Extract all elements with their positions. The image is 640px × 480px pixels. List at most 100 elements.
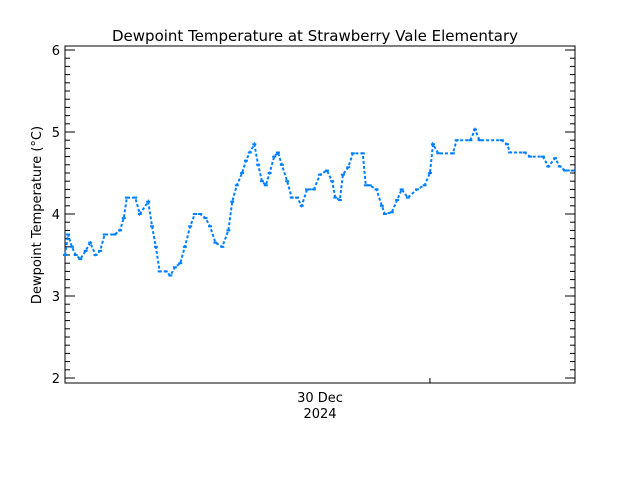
data-point <box>414 188 419 191</box>
data-point <box>337 199 342 202</box>
data-point <box>66 233 71 236</box>
data-point <box>220 245 225 248</box>
data-point <box>247 151 252 154</box>
data-point <box>208 225 213 228</box>
data-point <box>557 165 562 168</box>
data-point <box>382 213 387 215</box>
data-point <box>477 139 482 142</box>
data-point <box>350 152 355 155</box>
data-point <box>422 184 427 187</box>
data-point <box>117 229 122 232</box>
data-point <box>137 213 142 215</box>
data-point <box>226 229 231 232</box>
data-point <box>333 196 338 199</box>
data-point <box>146 200 151 203</box>
data-point <box>505 143 510 146</box>
data-point <box>157 270 162 273</box>
y-tick-label: 4 <box>52 208 60 223</box>
data-point <box>299 204 304 207</box>
data-point <box>285 180 290 183</box>
data-point <box>367 184 372 187</box>
data-point <box>213 241 218 244</box>
data-point <box>379 204 384 207</box>
data-point <box>330 180 335 183</box>
data-point <box>153 245 158 248</box>
data-point <box>340 173 345 176</box>
data-point <box>450 152 455 155</box>
data-point <box>553 157 558 160</box>
data-point <box>295 196 300 199</box>
data-point <box>389 211 394 214</box>
data-point <box>168 274 173 277</box>
data-point <box>78 258 83 261</box>
data-point <box>133 196 138 199</box>
data-point <box>305 188 310 191</box>
y-axis-ticks: 2 3 4 5 6 <box>52 44 575 387</box>
data-point <box>454 139 459 142</box>
data-point <box>259 180 264 183</box>
data-point <box>311 188 316 191</box>
data-point <box>499 139 504 142</box>
data-point <box>289 196 294 199</box>
data-point <box>374 188 379 191</box>
data-point <box>69 245 74 248</box>
data-point <box>279 163 284 166</box>
data-point <box>163 270 168 273</box>
data-point <box>98 249 103 252</box>
data-point <box>124 196 129 199</box>
data-point <box>178 262 183 265</box>
data-point <box>88 241 93 244</box>
data-point <box>252 143 257 146</box>
series-dewpoint <box>63 127 575 278</box>
y-tick-label: 3 <box>52 290 60 305</box>
series-line <box>64 127 573 278</box>
data-point <box>546 165 551 168</box>
data-point <box>363 184 368 187</box>
data-point <box>522 151 527 154</box>
data-point <box>472 128 477 131</box>
data-point <box>267 172 272 174</box>
data-point <box>93 254 98 256</box>
data-point <box>276 151 281 154</box>
data-point <box>395 199 400 202</box>
data-point <box>102 233 107 236</box>
data-point <box>263 184 268 187</box>
data-point <box>427 172 432 174</box>
data-point <box>540 155 545 158</box>
y-tick-label: 2 <box>52 372 60 387</box>
y-tick-label: 6 <box>52 44 60 59</box>
data-point <box>405 196 410 199</box>
data-point <box>243 159 248 162</box>
data-point <box>360 152 365 155</box>
data-point <box>527 155 532 158</box>
data-point <box>63 254 67 256</box>
data-point <box>346 166 351 169</box>
data-point <box>318 173 322 176</box>
data-point <box>172 266 177 269</box>
data-point <box>430 143 435 146</box>
data-point <box>324 169 329 172</box>
data-point <box>198 213 203 215</box>
data-point <box>508 151 513 154</box>
data-point <box>436 152 441 155</box>
data-point <box>468 139 473 142</box>
y-axis-label: Dewpoint Temperature (°C) <box>30 126 45 304</box>
data-point <box>399 188 404 191</box>
data-point <box>563 169 568 172</box>
data-point <box>188 225 193 228</box>
data-point <box>121 217 126 220</box>
data-point <box>234 184 239 187</box>
data-point <box>73 254 78 256</box>
data-point <box>112 233 117 236</box>
data-point <box>83 249 88 252</box>
data-point <box>150 225 155 228</box>
data-point <box>230 200 235 203</box>
data-point <box>182 245 187 248</box>
data-point <box>192 213 197 215</box>
data-point <box>203 217 208 220</box>
data-point <box>272 155 277 158</box>
data-point <box>240 172 245 174</box>
y-tick-label: 5 <box>52 126 60 141</box>
x-tick-label-year: 2024 <box>303 407 336 422</box>
